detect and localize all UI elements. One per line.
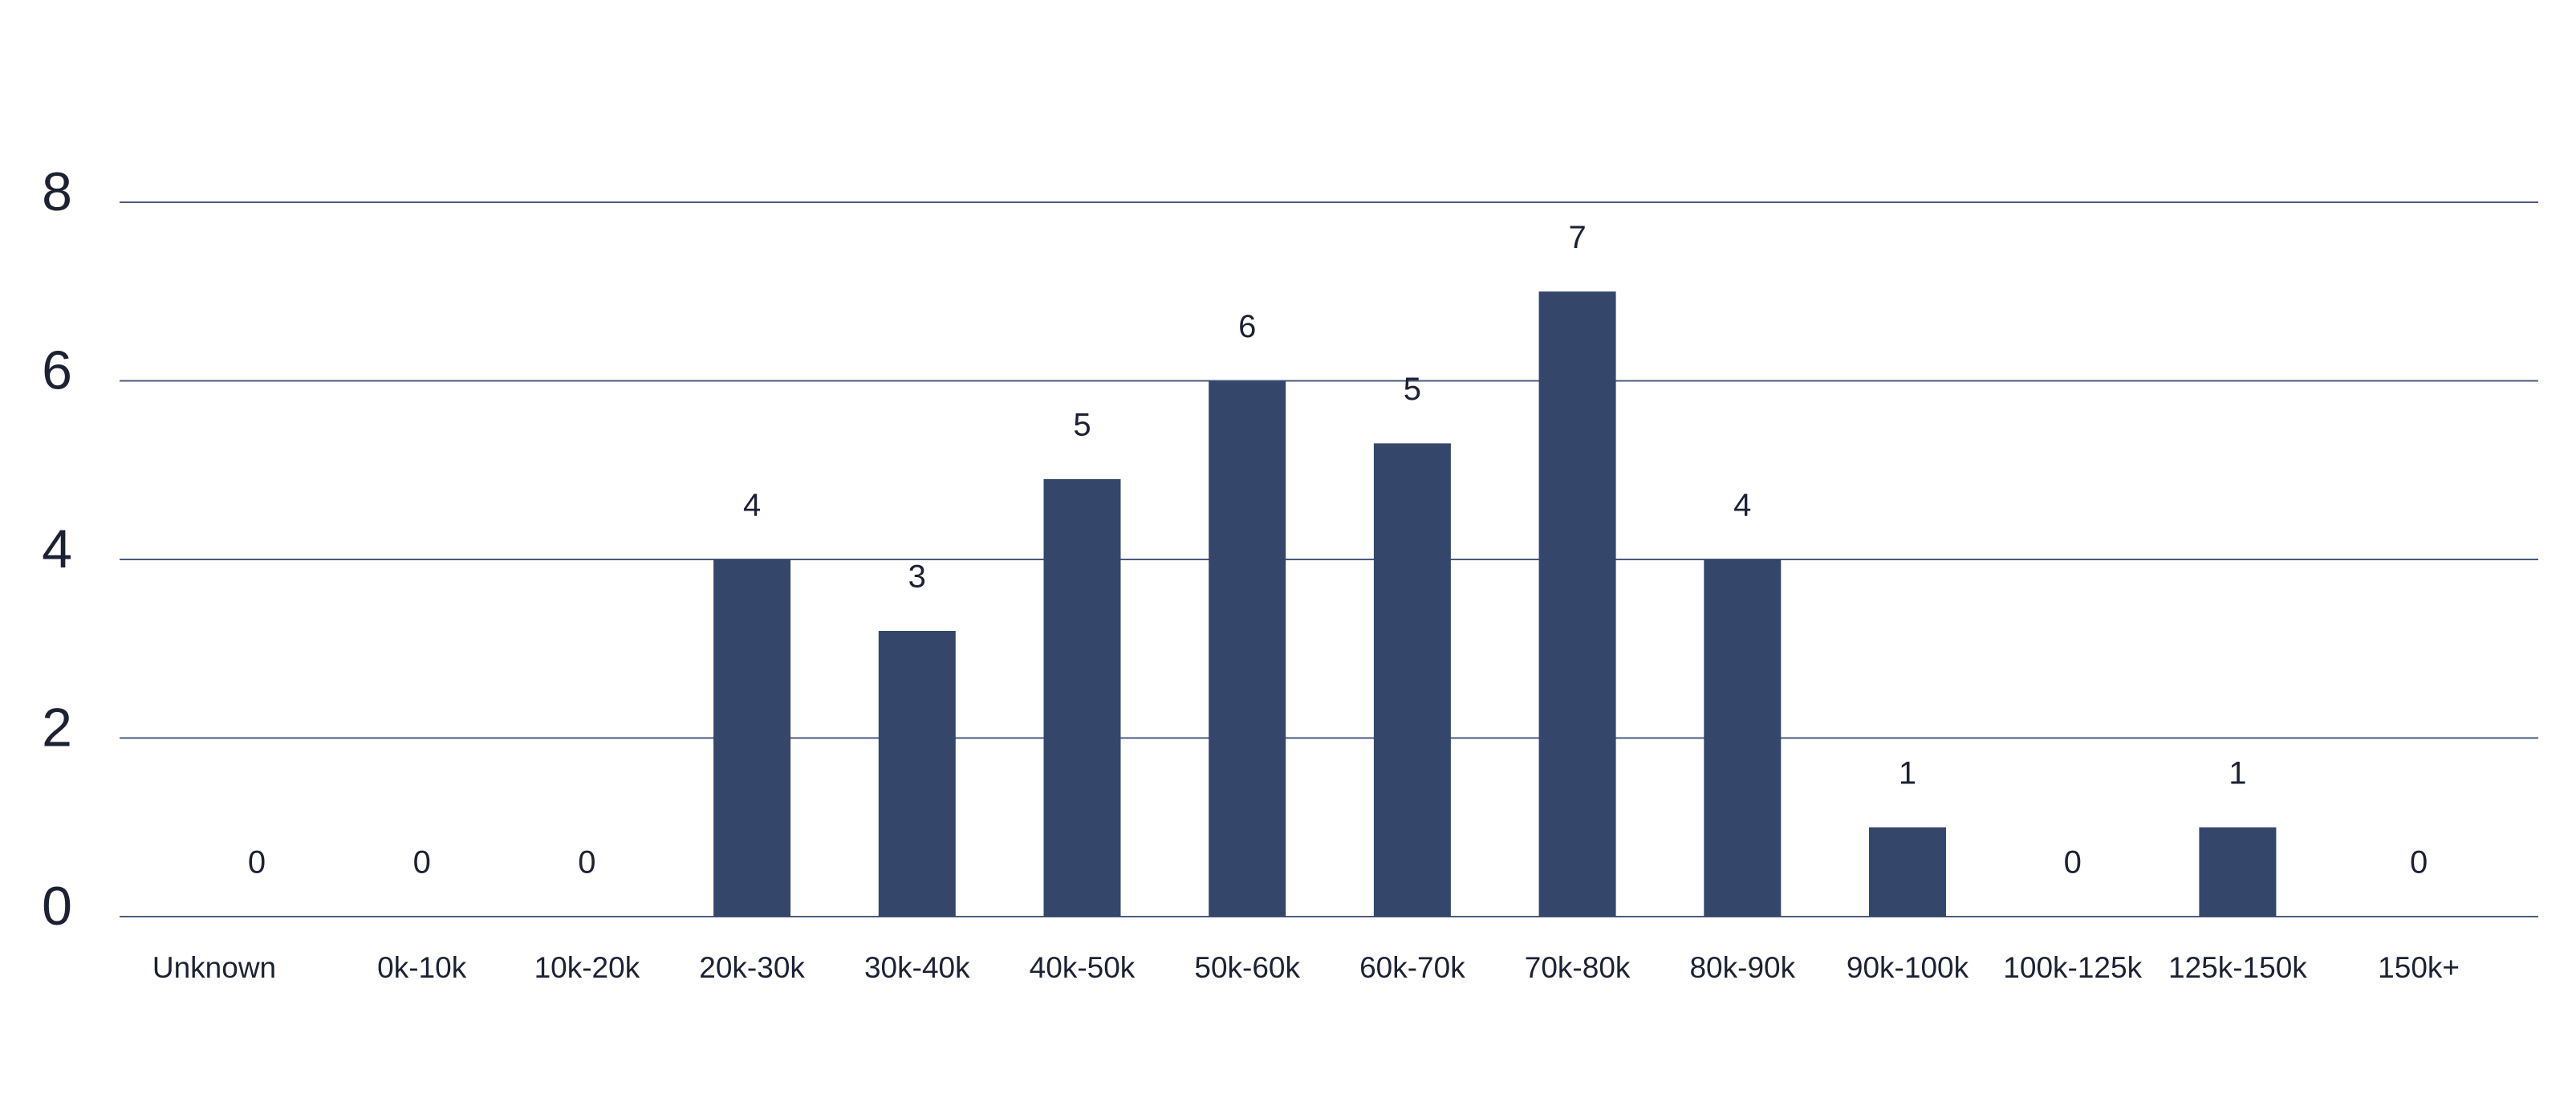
- bar: [1209, 380, 1286, 917]
- bar: [2199, 827, 2277, 917]
- x-tick-label: 80k-90k: [1689, 951, 1795, 984]
- y-tick-label: 6: [42, 340, 72, 401]
- value-label: 5: [1073, 407, 1091, 442]
- value-label: 4: [743, 488, 761, 523]
- bar: [1043, 478, 1121, 917]
- bar: [1538, 291, 1616, 917]
- value-label: 4: [1733, 488, 1751, 523]
- bar: [1869, 827, 1946, 917]
- x-tick-label: 30k-40k: [864, 951, 970, 984]
- x-tick-label: 40k-50k: [1030, 951, 1136, 984]
- y-tick-label: 4: [42, 518, 72, 580]
- x-tick-label: 150k+: [2378, 951, 2460, 984]
- value-label: 5: [1404, 372, 1421, 407]
- value-label: 0: [578, 845, 595, 880]
- y-tick-label: 8: [42, 161, 72, 222]
- bar: [713, 559, 791, 917]
- x-tick-label: 90k-100k: [1847, 951, 1969, 984]
- x-tick-label: 20k-30k: [699, 951, 805, 984]
- value-label: 0: [413, 845, 431, 880]
- y-tick-label: 0: [42, 876, 72, 937]
- bar: [1373, 443, 1451, 917]
- value-label: 3: [908, 559, 926, 595]
- x-tick-label: 100k-125k: [2003, 951, 2142, 984]
- x-tick-label: 10k-20k: [534, 951, 640, 984]
- value-label: 1: [1899, 755, 1916, 791]
- bar: [878, 631, 956, 917]
- value-label: 0: [248, 845, 266, 880]
- bar: [1704, 559, 1782, 917]
- value-label: 0: [2064, 845, 2082, 880]
- x-tick-label: 125k-150k: [2168, 951, 2307, 984]
- value-label: 7: [1568, 220, 1586, 255]
- value-label: 6: [1238, 309, 1256, 344]
- y-tick-label: 2: [42, 697, 72, 758]
- x-tick-label: Unknown: [152, 951, 276, 984]
- x-tick-label: 60k-70k: [1359, 951, 1465, 984]
- x-tick-label: 50k-60k: [1194, 951, 1300, 984]
- value-label: 1: [2229, 755, 2246, 791]
- x-tick-label: 0k-10k: [377, 951, 467, 984]
- value-label: 0: [2410, 845, 2428, 880]
- x-tick-label: 70k-80k: [1525, 951, 1631, 984]
